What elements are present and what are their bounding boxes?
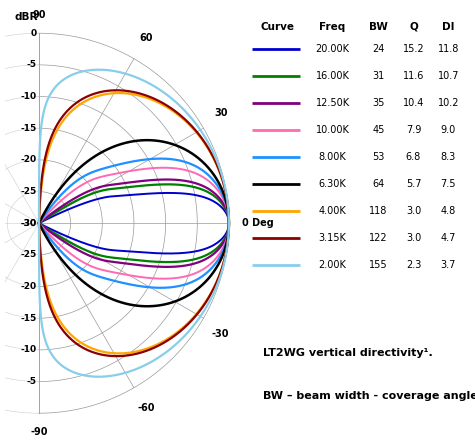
Text: 122: 122 (369, 233, 388, 243)
Text: 10.7: 10.7 (437, 71, 459, 81)
Text: 53: 53 (372, 152, 385, 162)
Text: 11.6: 11.6 (403, 71, 424, 81)
Text: 3.0: 3.0 (406, 206, 421, 216)
Text: -15: -15 (20, 314, 37, 323)
Text: 4.00K: 4.00K (319, 206, 346, 216)
Text: -60: -60 (138, 403, 155, 413)
Text: -30: -30 (212, 329, 229, 339)
Text: 4.8: 4.8 (441, 206, 456, 216)
Text: 11.8: 11.8 (438, 44, 459, 54)
Text: Freq: Freq (320, 22, 346, 32)
Text: 7.5: 7.5 (441, 179, 456, 189)
Text: dBR: dBR (14, 12, 38, 22)
Text: 0 Deg: 0 Deg (242, 218, 274, 228)
Text: -5: -5 (27, 377, 37, 386)
Text: 10.00K: 10.00K (316, 125, 350, 135)
Text: 10.4: 10.4 (403, 98, 424, 108)
Text: -30: -30 (20, 219, 37, 228)
Text: 31: 31 (372, 71, 385, 81)
Text: -10: -10 (20, 92, 37, 101)
Text: 20.00K: 20.00K (315, 44, 350, 54)
Text: 90: 90 (32, 10, 46, 20)
Text: -20: -20 (20, 282, 37, 291)
Text: -30: -30 (20, 219, 37, 228)
Text: 5.7: 5.7 (406, 179, 421, 189)
Text: 64: 64 (372, 179, 385, 189)
Text: 6.8: 6.8 (406, 152, 421, 162)
Text: 118: 118 (369, 206, 388, 216)
Text: 7.9: 7.9 (406, 125, 421, 135)
Text: -25: -25 (20, 250, 37, 259)
Text: 6.30K: 6.30K (319, 179, 346, 189)
Text: 35: 35 (372, 98, 385, 108)
Text: 10.2: 10.2 (437, 98, 459, 108)
Text: LT2WG vertical directivity¹.: LT2WG vertical directivity¹. (263, 348, 432, 358)
Text: 0: 0 (30, 29, 37, 38)
Text: -5: -5 (27, 61, 37, 69)
Text: 3.15K: 3.15K (319, 233, 347, 243)
Text: 30: 30 (214, 108, 228, 118)
Text: 9.0: 9.0 (441, 125, 456, 135)
Text: 8.00K: 8.00K (319, 152, 346, 162)
Text: 12.50K: 12.50K (315, 98, 350, 108)
Text: 2.3: 2.3 (406, 260, 421, 270)
Text: 45: 45 (372, 125, 385, 135)
Text: Q: Q (409, 22, 418, 32)
Text: 155: 155 (369, 260, 388, 270)
Text: 2.00K: 2.00K (319, 260, 347, 270)
Text: 16.00K: 16.00K (316, 71, 350, 81)
Text: -20: -20 (20, 156, 37, 164)
Text: 8.3: 8.3 (441, 152, 456, 162)
Text: 3.0: 3.0 (406, 233, 421, 243)
Text: -25: -25 (20, 187, 37, 196)
Text: 60: 60 (140, 33, 153, 43)
Text: DI: DI (442, 22, 455, 32)
Text: BW: BW (369, 22, 388, 32)
Text: 4.7: 4.7 (441, 233, 456, 243)
Text: -10: -10 (20, 345, 37, 354)
Text: BW – beam width - coverage angle.: BW – beam width - coverage angle. (263, 391, 475, 401)
Text: 24: 24 (372, 44, 385, 54)
Text: 3.7: 3.7 (441, 260, 456, 270)
Text: -90: -90 (30, 427, 48, 437)
Text: Curve: Curve (261, 22, 295, 32)
Text: 15.2: 15.2 (403, 44, 424, 54)
Text: -15: -15 (20, 124, 37, 133)
